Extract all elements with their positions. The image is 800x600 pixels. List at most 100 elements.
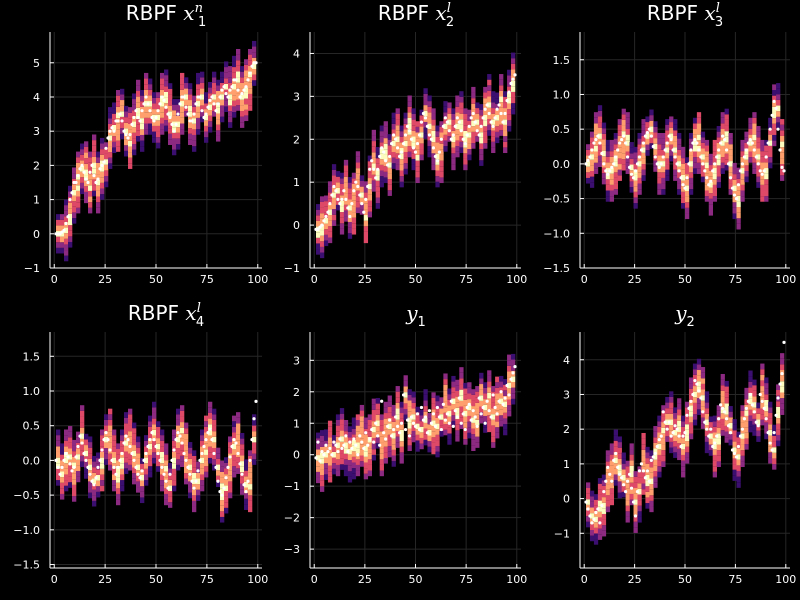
heatmap-cell [475, 436, 480, 443]
heatmap-cell [224, 457, 229, 463]
heatmap-cell [212, 82, 217, 89]
heatmap-cell [728, 132, 733, 139]
heatmap-cell [633, 499, 638, 505]
data-point [453, 409, 457, 413]
heatmap-cell [776, 384, 781, 391]
heatmap-cell [661, 427, 666, 434]
data-point [382, 431, 386, 435]
heatmap-cell [72, 445, 77, 452]
data-point [218, 95, 222, 99]
title-text: RBPF [647, 1, 705, 25]
heatmap-cell [685, 401, 690, 408]
heatmap-cell [252, 46, 257, 53]
data-point [616, 465, 620, 469]
heatmap-cell [200, 480, 205, 486]
data-point [112, 129, 116, 133]
heatmap-cell [367, 206, 373, 212]
heatmap-cell [116, 477, 121, 483]
heatmap-cell [220, 105, 225, 112]
heatmap-cell [136, 481, 141, 488]
heatmap-cell [172, 451, 177, 458]
heatmap-cell [609, 139, 615, 146]
heatmap-cell [252, 436, 257, 443]
heatmap-cell [248, 484, 253, 490]
data-point [671, 148, 675, 152]
heatmap-cell [359, 404, 365, 411]
heatmap-cell [625, 488, 630, 495]
heatmap-cell [363, 220, 369, 227]
heatmap-cell [435, 434, 440, 441]
data-point [318, 459, 322, 463]
heatmap-cell [716, 405, 721, 411]
data-point [62, 228, 66, 232]
heatmap-cell [720, 379, 725, 386]
heatmap-cell [665, 164, 670, 170]
heatmap-cell [220, 477, 225, 484]
heatmap-cell [196, 117, 201, 124]
heatmap-cell [475, 119, 480, 125]
heatmap-cell [645, 150, 650, 156]
heatmap-cell [451, 153, 456, 159]
data-point [610, 479, 614, 483]
heatmap-cell [499, 102, 504, 108]
heatmap-cell [625, 117, 630, 124]
heatmap-cell [673, 158, 678, 165]
data-point [60, 465, 64, 469]
heatmap-cell [423, 400, 428, 407]
data-point [713, 441, 717, 445]
heatmap-cell [768, 424, 773, 430]
heatmap-cell [411, 425, 416, 432]
heatmap-cell [407, 123, 412, 130]
heatmap-cell [415, 149, 420, 155]
heatmap-cell [144, 468, 149, 475]
heatmap-cell [427, 146, 432, 152]
heatmap-cell [712, 179, 717, 185]
heatmap-cell [720, 402, 725, 408]
heatmap-cell [459, 119, 464, 125]
data-point [252, 417, 256, 421]
heatmap-cell [228, 122, 233, 128]
heatmap-cell [756, 154, 761, 160]
data-point [606, 172, 610, 176]
title-text: RBPF [378, 1, 436, 25]
heatmap-cell [375, 152, 380, 159]
data-point [384, 437, 388, 441]
heatmap-cell [228, 492, 233, 499]
heatmap-cell [391, 449, 396, 456]
heatmap-cell [649, 120, 654, 127]
data-point [407, 434, 412, 438]
heatmap-cell [252, 414, 257, 420]
heatmap-cell [224, 496, 229, 503]
heatmap-cell [645, 138, 650, 145]
title-variable: y [674, 301, 687, 325]
heatmap-cell [327, 460, 333, 466]
heatmap-cell [88, 157, 93, 163]
heatmap-cell [252, 74, 257, 81]
heatmap-cell [371, 180, 376, 187]
heatmap-cell [641, 135, 646, 142]
heatmap-cell [196, 478, 201, 485]
heatmap-cell [72, 456, 77, 463]
heatmap-cell [645, 122, 650, 128]
heatmap-cell [613, 480, 618, 486]
heatmap-cell [625, 500, 630, 506]
heatmap-cell [248, 48, 253, 55]
heatmap-cell [244, 104, 249, 110]
heatmap-cell [641, 472, 646, 478]
heatmap-cell [605, 450, 611, 456]
data-point [374, 176, 378, 180]
heatmap-cell [88, 487, 93, 493]
heatmap-cell [740, 438, 745, 445]
heatmap-cell [593, 522, 599, 528]
heatmap-cell [244, 115, 249, 122]
heatmap-cell [411, 142, 416, 148]
heatmap-cell [232, 432, 237, 439]
heatmap-cell [681, 174, 686, 181]
data-point [501, 120, 505, 124]
heatmap-cell [132, 93, 137, 100]
heatmap-cell [708, 153, 714, 160]
heatmap-cell [327, 443, 333, 449]
heatmap-cell [180, 129, 185, 135]
heatmap-cell [88, 174, 93, 180]
heatmap-cell [657, 183, 662, 190]
